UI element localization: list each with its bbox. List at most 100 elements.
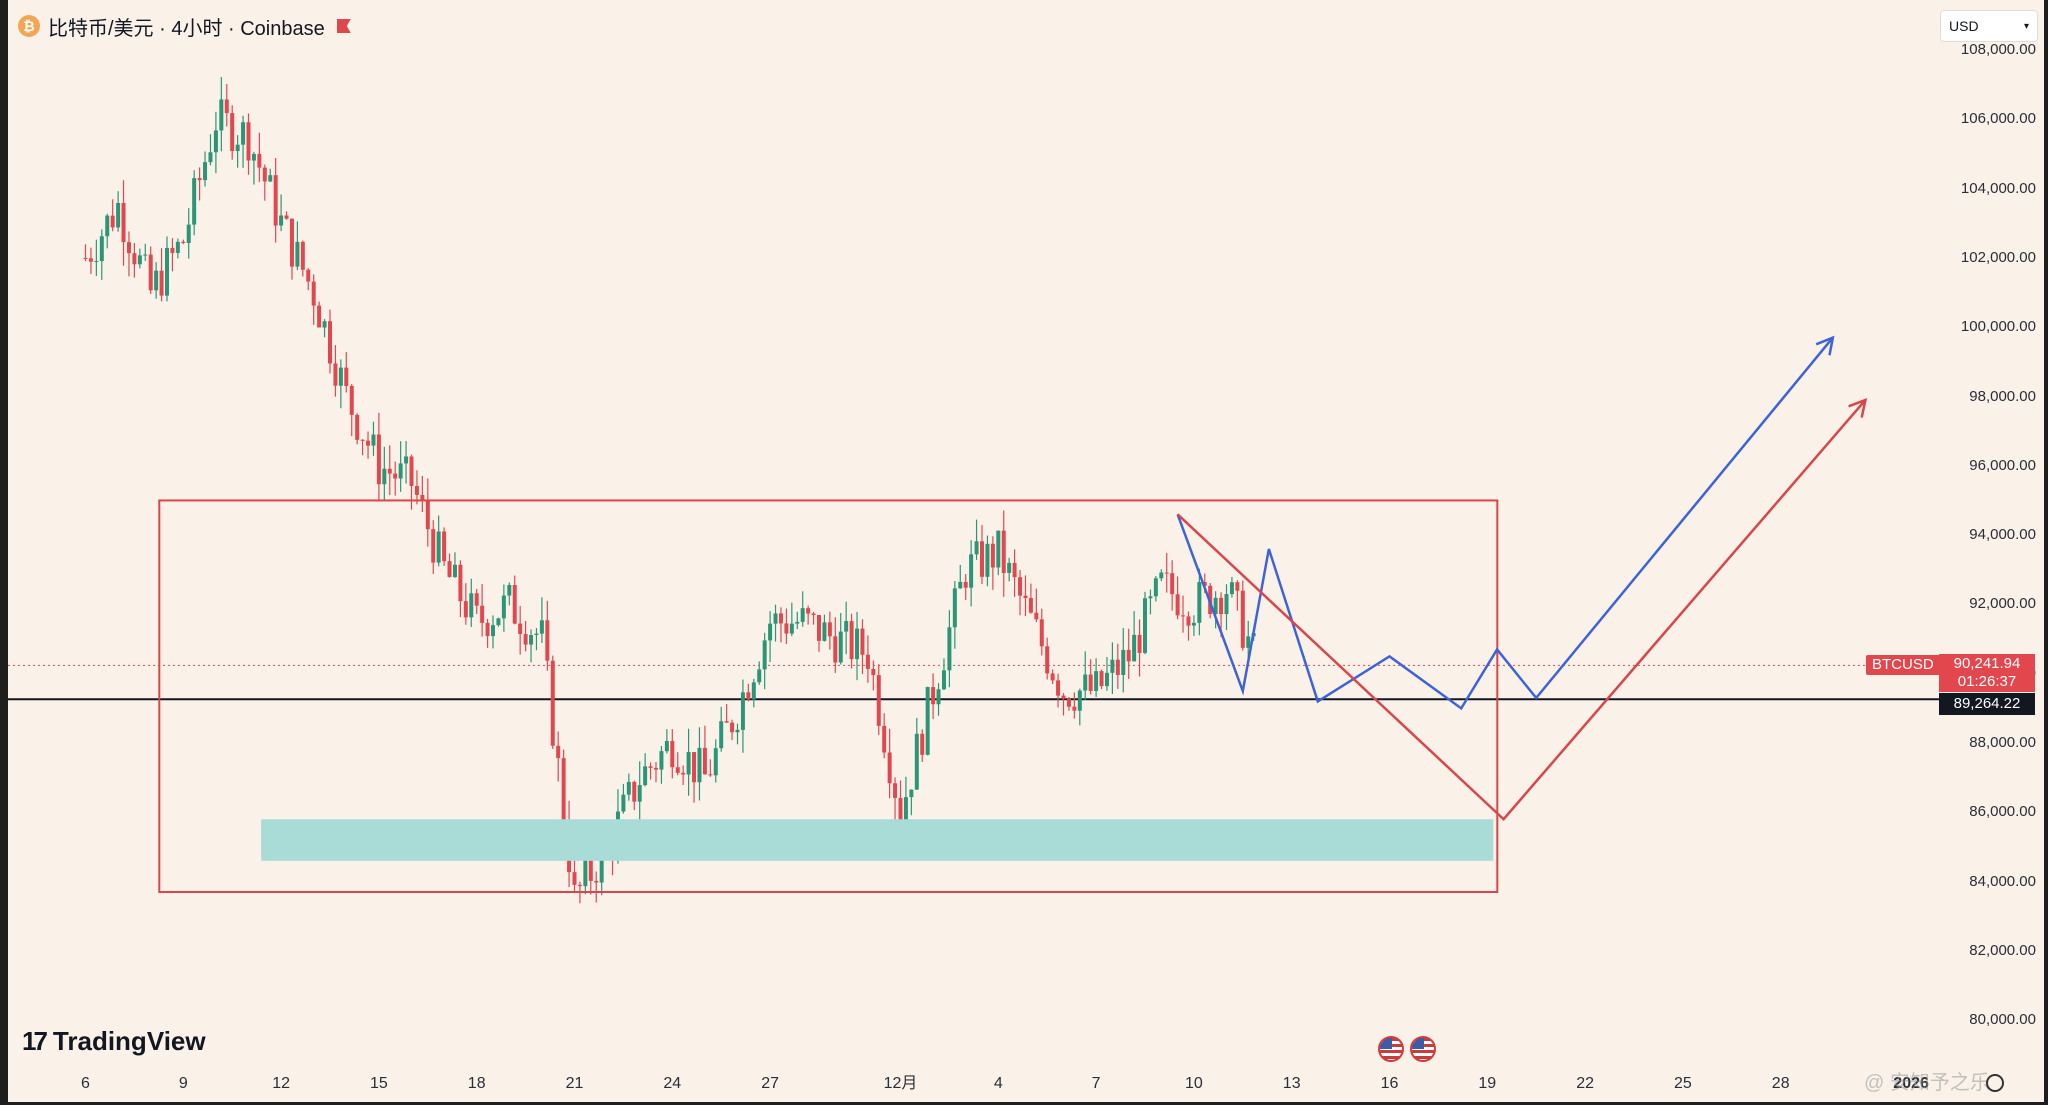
candle-body — [366, 440, 371, 446]
candle-body — [518, 623, 523, 635]
price-axis-label: 108,000.00 — [1960, 41, 2036, 58]
red-arrow-head-icon — [1848, 397, 1868, 418]
candle-body — [1039, 619, 1044, 647]
candle-body — [1137, 634, 1142, 653]
candle-body — [88, 258, 93, 262]
time-axis-label: 19 — [1478, 1075, 1497, 1092]
candle-body — [838, 631, 843, 663]
candle-body — [306, 269, 311, 282]
candle-body — [523, 634, 528, 645]
us-flag-icon[interactable] — [1378, 1036, 1404, 1062]
candle-body — [1186, 616, 1191, 626]
time-axis-label: 6 — [81, 1075, 90, 1092]
candle-body — [637, 785, 642, 802]
candle-body — [735, 729, 740, 733]
candle-body — [643, 766, 648, 786]
economic-events[interactable] — [1378, 1036, 1436, 1062]
candle-body — [1240, 590, 1245, 648]
time-axis-label: 21 — [565, 1075, 584, 1092]
time-axis-label: 18 — [467, 1075, 486, 1092]
candle-body — [941, 670, 946, 690]
window-border-right — [2044, 0, 2048, 1105]
support-line-price-tag: 89,264.22 — [1939, 693, 2035, 715]
candle-body — [1121, 649, 1126, 675]
candle-body — [713, 748, 718, 776]
candle-body — [871, 668, 876, 676]
us-flag-icon[interactable] — [1410, 1036, 1436, 1062]
candle-body — [1007, 562, 1012, 573]
candle-body — [371, 434, 376, 446]
candle-body — [289, 218, 294, 267]
candle-body — [664, 740, 669, 752]
candle-body — [746, 692, 751, 700]
settings-icon[interactable] — [1986, 1074, 2004, 1092]
candle-body — [1099, 671, 1104, 687]
candle-body — [936, 689, 941, 705]
candle-body — [833, 636, 838, 663]
candle-body — [577, 884, 582, 887]
candle-body — [480, 605, 485, 623]
candle-body — [143, 254, 148, 256]
candle-body — [1094, 671, 1099, 691]
candle-body — [762, 640, 767, 670]
candle-body — [1235, 582, 1240, 591]
last-price-value: 90,241.94 — [1953, 655, 2021, 672]
tradingview-logo[interactable]: 17 TradingView — [22, 1026, 206, 1057]
candle-body — [208, 152, 213, 163]
candle-body — [811, 613, 816, 616]
candle-body — [241, 122, 246, 145]
candle-body — [827, 622, 832, 637]
target-zone[interactable] — [261, 819, 1494, 861]
candle-body — [338, 367, 343, 386]
candle-body — [887, 752, 892, 784]
candle-body — [1012, 562, 1017, 578]
candle-body — [1153, 578, 1158, 597]
candle-body — [800, 608, 805, 622]
candle-body — [148, 254, 153, 291]
candle-body — [860, 628, 865, 655]
consolidation-box[interactable] — [158, 499, 1499, 893]
candle-body — [159, 270, 164, 296]
candle-body — [1219, 597, 1224, 615]
candle-body — [355, 414, 360, 440]
window-border-bottom — [0, 1102, 2048, 1105]
candle-body — [654, 767, 658, 770]
symbol-title[interactable]: 比特币/美元 · 4小时 · Coinbase — [48, 17, 325, 40]
candle-body — [404, 456, 409, 464]
candle-body — [1202, 582, 1207, 586]
window-border-left — [0, 0, 8, 1105]
candle-body — [1181, 615, 1186, 617]
candle-body — [898, 797, 903, 825]
candle-body — [442, 531, 447, 562]
candle-body — [317, 305, 322, 328]
candle-body — [855, 628, 860, 660]
candle-body — [588, 859, 593, 881]
candle-body — [1023, 595, 1028, 599]
candle-body — [675, 767, 680, 773]
candle-body — [958, 581, 963, 589]
candle-body — [295, 241, 300, 267]
currency-select[interactable]: USD ▾ — [1940, 10, 2038, 42]
candle-body — [1164, 572, 1169, 574]
red-projection-path[interactable] — [1176, 399, 1867, 822]
candle-body — [230, 113, 235, 152]
candle-body — [920, 733, 925, 755]
candle-body — [1197, 582, 1202, 623]
price-axis-label: 102,000.00 — [1960, 248, 2036, 266]
candle-body — [849, 621, 854, 660]
time-axis-label: 9 — [178, 1075, 188, 1092]
candle-body — [452, 564, 457, 578]
candle-body — [333, 363, 338, 386]
flag-icon[interactable] — [336, 19, 351, 33]
candle-body — [719, 721, 724, 749]
candle-body — [1229, 582, 1234, 595]
blue-projection-path[interactable] — [1176, 336, 1834, 711]
candle-body — [165, 247, 169, 296]
candle-body — [1034, 612, 1039, 620]
candle-body — [697, 747, 702, 783]
symbol-header[interactable]: ₿ 比特币/美元 · 4小时 · Coinbase — [18, 10, 351, 42]
candle-body — [121, 202, 126, 243]
candle-body — [990, 543, 995, 568]
candle-body — [126, 242, 131, 254]
